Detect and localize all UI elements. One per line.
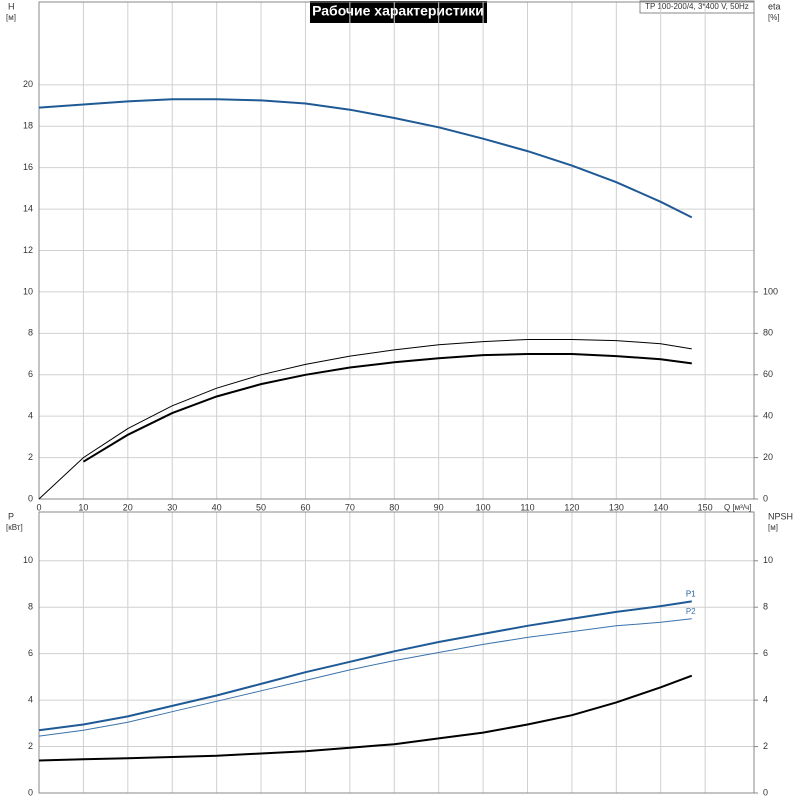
y2-tick-label: 20 <box>763 452 773 462</box>
y-tick-label: 6 <box>28 369 33 379</box>
x-axis-label: Q [м³/ч] <box>724 503 751 512</box>
y2-tick-label: 60 <box>763 369 773 379</box>
series-line <box>38 674 693 762</box>
x-tick-label: 70 <box>345 502 355 512</box>
x-tick-label: 20 <box>123 502 133 512</box>
x-tick-label: 60 <box>300 502 310 512</box>
series-line <box>38 618 692 737</box>
series-line <box>38 339 692 500</box>
y-tick-label: 8 <box>28 328 33 338</box>
y-tick-label: 16 <box>23 162 33 172</box>
series-line <box>38 98 693 219</box>
y2-tick-label: 2 <box>763 741 768 751</box>
title-box <box>310 1 487 23</box>
x-tick-label: 110 <box>520 502 534 512</box>
y-tick-label: 6 <box>28 648 33 658</box>
y-axis-label: P <box>8 511 14 521</box>
y-axis-label: H <box>8 1 15 11</box>
y2-tick-label: 6 <box>763 648 768 658</box>
plot-frame <box>38 511 755 794</box>
series-end-label: P2 <box>686 607 696 616</box>
y2-tick-label: 8 <box>763 602 768 612</box>
plot-frame <box>38 1 755 500</box>
x-tick-label: 120 <box>564 502 579 512</box>
y2-axis-label: NPSH <box>768 511 793 521</box>
y-tick-label: 8 <box>28 602 33 612</box>
y2-axis-unit: [%] <box>768 13 780 22</box>
y-tick-label: 12 <box>23 245 33 255</box>
x-tick-label: 30 <box>167 502 177 512</box>
y2-tick-label: 0 <box>763 493 768 503</box>
series-line <box>38 600 692 732</box>
y2-tick-label: 0 <box>763 787 768 797</box>
x-tick-label: 130 <box>609 502 624 512</box>
y2-tick-label: 4 <box>763 694 768 704</box>
y2-tick-label: 40 <box>763 411 773 421</box>
y-tick-label: 0 <box>28 787 33 797</box>
x-tick-label: 50 <box>256 502 266 512</box>
x-tick-label: 80 <box>389 502 399 512</box>
y-axis-unit: [кВт] <box>6 523 23 532</box>
y-tick-label: 2 <box>28 452 33 462</box>
y-tick-label: 14 <box>23 203 33 213</box>
y-tick-label: 4 <box>28 411 33 421</box>
x-tick-label: 90 <box>434 502 444 512</box>
x-tick-label: 100 <box>476 502 491 512</box>
y2-tick-label: 80 <box>763 328 773 338</box>
x-tick-label: 40 <box>212 502 222 512</box>
y-tick-label: 2 <box>28 741 33 751</box>
y-tick-label: 4 <box>28 694 33 704</box>
y2-tick-label: 10 <box>763 555 773 565</box>
series-end-label: P1 <box>686 590 696 599</box>
series-line <box>82 353 692 463</box>
y-axis-unit: [м] <box>6 13 16 22</box>
y2-axis-label: eta <box>768 1 781 11</box>
y-tick-label: 10 <box>23 555 33 565</box>
y2-axis-unit: [м] <box>768 523 778 532</box>
y-tick-label: 10 <box>23 286 33 296</box>
y-tick-label: 18 <box>23 121 33 131</box>
chart-title: Рабочие характеристики <box>312 3 484 19</box>
y2-tick-label: 100 <box>763 286 778 296</box>
x-tick-label: 140 <box>653 502 668 512</box>
x-tick-label: 10 <box>78 502 88 512</box>
y-tick-label: 0 <box>28 493 33 503</box>
x-tick-label: 150 <box>698 502 713 512</box>
subtitle: TP 100-200/4, 3*400 V, 50Hz <box>645 2 749 11</box>
y-tick-label: 20 <box>23 79 33 89</box>
x-tick-label: 0 <box>36 502 41 512</box>
